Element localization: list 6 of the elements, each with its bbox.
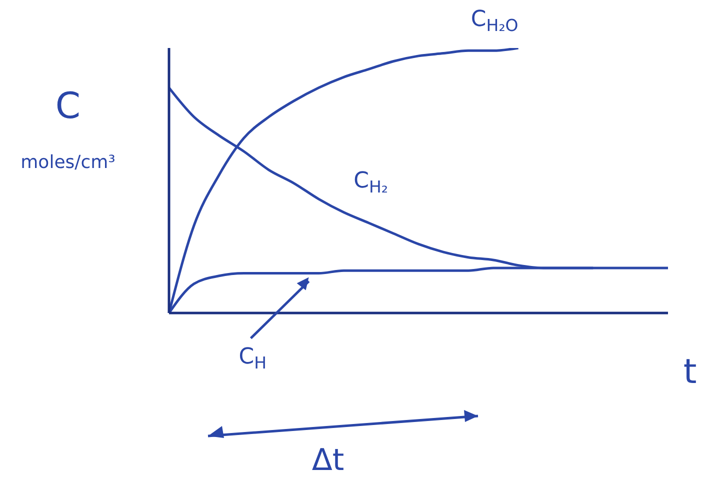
y-axis-title: C moles/cm³ <box>20 86 116 173</box>
text: Δt <box>312 443 344 478</box>
text: C$_{H}$ <box>238 344 267 372</box>
x-axis-title: t <box>683 352 697 392</box>
series-label: C$_{H₂}$ <box>354 168 388 196</box>
series-label: C$_{H₂O}$ <box>470 7 518 36</box>
